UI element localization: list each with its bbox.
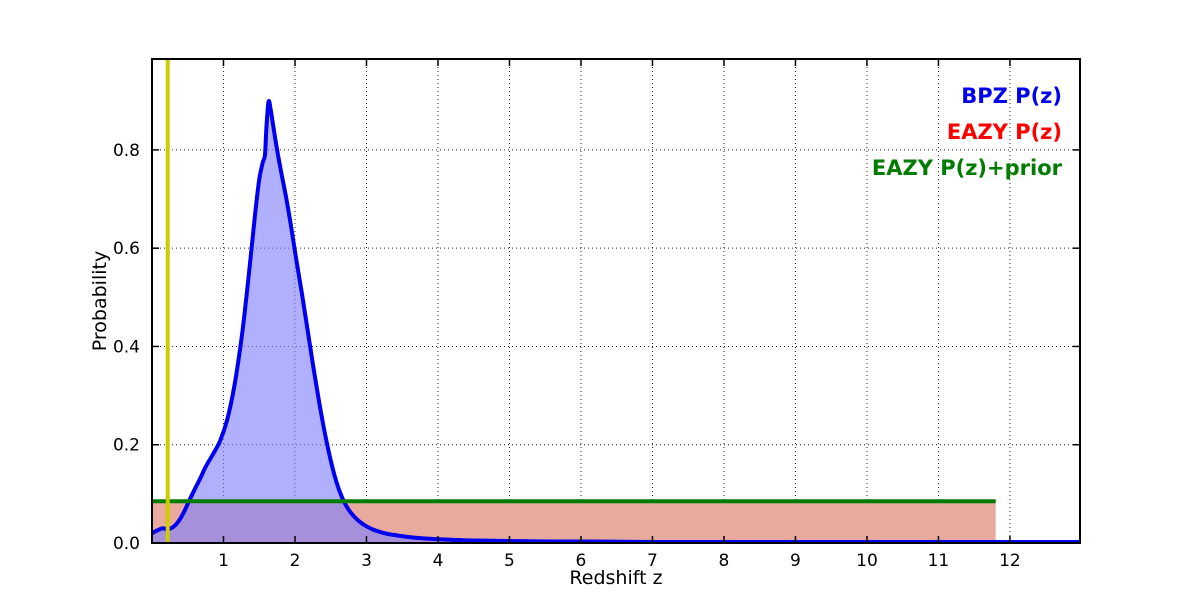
x-tick-label: 3 — [361, 551, 372, 571]
x-tick-label: 9 — [790, 551, 801, 571]
x-tick-label: 2 — [290, 551, 301, 571]
legend-item-eazy: EAZY P(z) — [947, 120, 1062, 144]
y-tick-label: 0.4 — [113, 337, 140, 357]
x-tick-label: 7 — [647, 551, 658, 571]
y-tick-label: 0.0 — [113, 534, 140, 554]
y-axis-ticks — [152, 149, 1080, 544]
y-axis-tick-labels: 0.0 0.2 0.4 0.6 0.8 — [113, 141, 140, 554]
y-tick-label: 0.8 — [113, 141, 140, 161]
x-axis-ticks — [222, 59, 1011, 543]
x-tick-label: 6 — [576, 551, 587, 571]
x-tick-label: 4 — [433, 551, 444, 571]
x-axis-title: Redshift z — [569, 567, 662, 589]
x-tick-label: 5 — [504, 551, 515, 571]
x-tick-label: 10 — [856, 551, 878, 571]
chart-legend: BPZ P(z) EAZY P(z) EAZY P(z)+prior — [872, 84, 1063, 180]
x-tick-label: 12 — [999, 551, 1021, 571]
bpz-pz-area — [152, 101, 1080, 543]
x-tick-label: 1 — [218, 551, 229, 571]
y-tick-label: 0.2 — [113, 436, 140, 456]
x-axis-tick-labels: 1 2 3 4 5 6 7 8 9 10 11 12 — [218, 551, 1021, 571]
y-tick-label: 0.6 — [113, 239, 140, 259]
legend-item-eazy-prior: EAZY P(z)+prior — [872, 156, 1063, 180]
y-gridlines — [152, 149, 1080, 446]
bpz-pz-line — [152, 99, 1080, 543]
legend-item-bpz: BPZ P(z) — [961, 84, 1062, 108]
x-tick-label: 8 — [719, 551, 730, 571]
x-tick-label: 11 — [928, 551, 950, 571]
axes-frame — [151, 58, 1081, 544]
x-gridlines — [222, 59, 1011, 543]
y-axis-title: Probability — [89, 251, 111, 351]
